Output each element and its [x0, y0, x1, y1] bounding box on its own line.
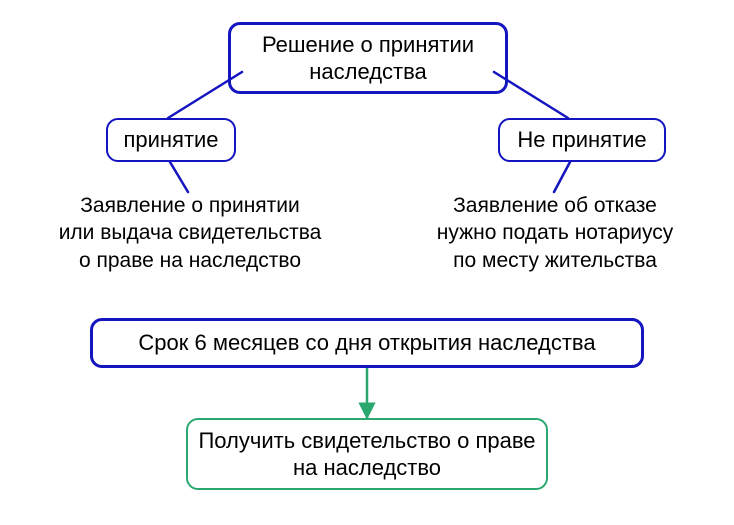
node-label: Не принятие — [517, 126, 646, 154]
text-accept-detail: Заявление о принятииили выдача свидетель… — [30, 192, 350, 274]
node-result: Получить свидетельство о праве на наслед… — [186, 418, 548, 490]
node-term: Срок 6 месяцев со дня открытия наследств… — [90, 318, 644, 368]
flowchart-stage: Решение о принятии наследства принятие Н… — [0, 0, 734, 525]
node-label: Срок 6 месяцев со дня открытия наследств… — [138, 329, 595, 357]
node-decision-root: Решение о принятии наследства — [228, 22, 508, 94]
node-option-accept: принятие — [106, 118, 236, 162]
node-label: Решение о принятии наследства — [241, 31, 495, 86]
node-label: принятие — [123, 126, 218, 154]
node-label: Получить свидетельство о праве на наслед… — [198, 427, 536, 482]
text-reject-detail: Заявление об отказенужно подать нотариус… — [400, 192, 710, 274]
node-option-reject: Не принятие — [498, 118, 666, 162]
